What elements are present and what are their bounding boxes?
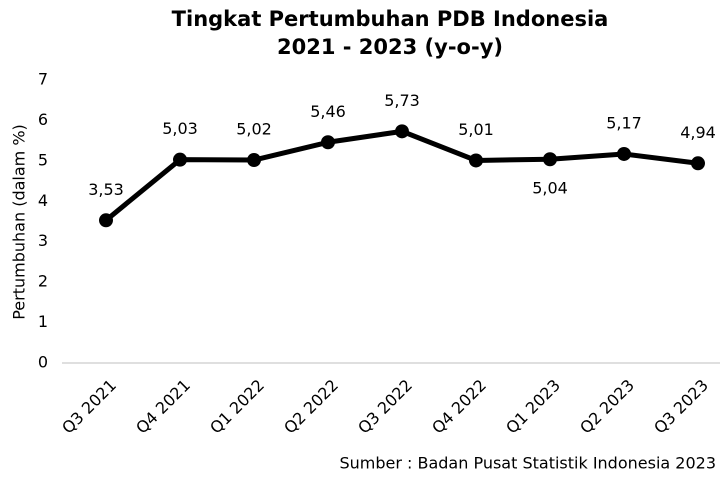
x-tick-label: Q2 2023 bbox=[576, 376, 638, 438]
y-tick-label: 1 bbox=[38, 312, 48, 331]
data-label: 3,53 bbox=[88, 180, 124, 199]
data-label: 5,02 bbox=[236, 120, 272, 139]
chart-title: Tingkat Pertumbuhan PDB Indonesia bbox=[172, 7, 609, 31]
data-label: 4,94 bbox=[680, 123, 716, 142]
x-tick-label: Q1 2022 bbox=[206, 376, 268, 438]
y-tick-label: 5 bbox=[38, 150, 48, 169]
source-note: Sumber : Badan Pusat Statistik Indonesia… bbox=[339, 454, 716, 473]
x-tick-label: Q2 2022 bbox=[280, 376, 342, 438]
x-tick-label: Q3 2023 bbox=[650, 376, 712, 438]
y-tick-label: 6 bbox=[38, 110, 48, 129]
chart-title: 2021 - 2023 (y-o-y) bbox=[277, 35, 503, 59]
x-tick-label: Q4 2022 bbox=[428, 376, 490, 438]
y-tick-label: 4 bbox=[38, 191, 48, 210]
point bbox=[173, 152, 187, 167]
x-tick-label: Q3 2021 bbox=[58, 376, 120, 438]
point bbox=[247, 153, 261, 168]
point bbox=[543, 152, 557, 167]
point bbox=[617, 146, 631, 161]
data-label: 5,04 bbox=[532, 179, 568, 198]
point bbox=[321, 135, 335, 150]
line bbox=[104, 128, 699, 223]
y-tick-label: 2 bbox=[38, 272, 48, 291]
x-tick-label: Q1 2023 bbox=[502, 376, 564, 438]
point bbox=[469, 153, 483, 168]
x-tick-label: Q4 2021 bbox=[132, 376, 194, 438]
data-label: 5,01 bbox=[458, 120, 494, 139]
data-label: 5,17 bbox=[606, 113, 642, 132]
y-tick-label: 7 bbox=[38, 70, 48, 89]
point bbox=[395, 124, 409, 139]
data-label: 5,73 bbox=[384, 91, 420, 110]
point bbox=[99, 213, 113, 228]
y-axis-label: Pertumbuhan (dalam %) bbox=[10, 124, 29, 320]
y-tick-label: 3 bbox=[38, 231, 48, 250]
data-label: 5,46 bbox=[310, 102, 346, 121]
data-label: 5,03 bbox=[162, 119, 198, 138]
y-tick-label: 0 bbox=[38, 353, 48, 372]
x-tick-label: Q3 2022 bbox=[354, 376, 416, 438]
point bbox=[691, 156, 705, 171]
